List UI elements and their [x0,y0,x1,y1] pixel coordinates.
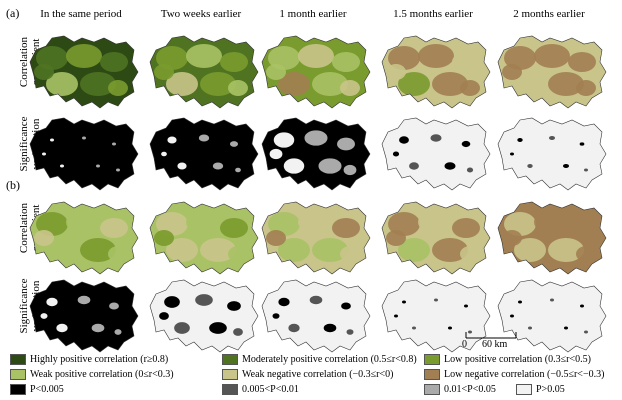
legend-swatch [222,384,238,395]
significance-map-b-1 [22,272,142,356]
legend-swatch [10,354,26,365]
significance-map-a-3 [254,110,374,194]
legend-low-negative: Low negative correlation (−0.5≤r<−0.3) [424,369,604,380]
correlation-map-b-2 [142,194,262,278]
legend-swatch [222,354,238,365]
significance-map-b-4 [374,272,494,356]
column-header-same-period: In the same period [40,8,122,20]
panel-label-b: (b) [6,178,20,192]
legend-swatch [424,384,440,395]
column-header-1-5-months: 1.5 months earlier [393,8,473,20]
legend-p-gt-005: P>0.05 [516,384,565,395]
legend-p-0005: P<0.005 [10,384,64,395]
column-header-1-month: 1 month earlier [279,8,347,20]
correlation-map-a-3 [254,28,374,112]
scale-bar-graphic [465,332,517,339]
scale-zero: 0 [462,339,467,350]
correlation-map-a-5 [490,28,610,112]
column-header-two-weeks: Two weeks earlier [160,8,242,20]
legend-moderate-positive: Moderately positive correlation (0.5≤r<0… [222,354,417,365]
legend-swatch [10,384,26,395]
legend-p-001: 0.005<P<0.01 [222,384,299,395]
legend: Highly positive correlation (r≥0.8) Mode… [10,354,620,400]
correlation-map-b-4 [374,194,494,278]
legend-weak-negative: Weak negative correlation (−0.3≤r<0) [222,369,393,380]
legend-swatch [222,369,238,380]
column-header-2-months: 2 months earlier [513,8,585,20]
correlation-map-b-3 [254,194,374,278]
significance-map-b-2 [142,272,262,356]
legend-weak-positive: Weak positive correlation (0≤r<0.3) [10,369,174,380]
correlation-map-b-5 [490,194,610,278]
legend-swatch [10,369,26,380]
legend-p-005: 0.01<P<0.05 [424,384,496,395]
correlation-map-a-1 [22,28,142,112]
significance-map-a-4 [374,110,494,194]
panel-label-a: (a) [6,6,20,20]
correlation-map-b-1 [22,194,142,278]
significance-map-a-1 [22,110,142,194]
legend-swatch [424,369,440,380]
significance-map-b-5 [490,272,610,356]
legend-high-positive: Highly positive correlation (r≥0.8) [10,354,168,365]
legend-swatch [516,384,532,395]
scale-distance: 60 km [482,339,508,350]
significance-map-a-2 [142,110,262,194]
legend-swatch [424,354,440,365]
scale-bar: 0 60 km [462,330,542,352]
significance-map-a-5 [490,110,610,194]
legend-low-positive: Low positive correlation (0.3≤r<0.5) [424,354,591,365]
correlation-map-a-4 [374,28,494,112]
correlation-map-a-2 [142,28,262,112]
significance-map-b-3 [254,272,374,356]
